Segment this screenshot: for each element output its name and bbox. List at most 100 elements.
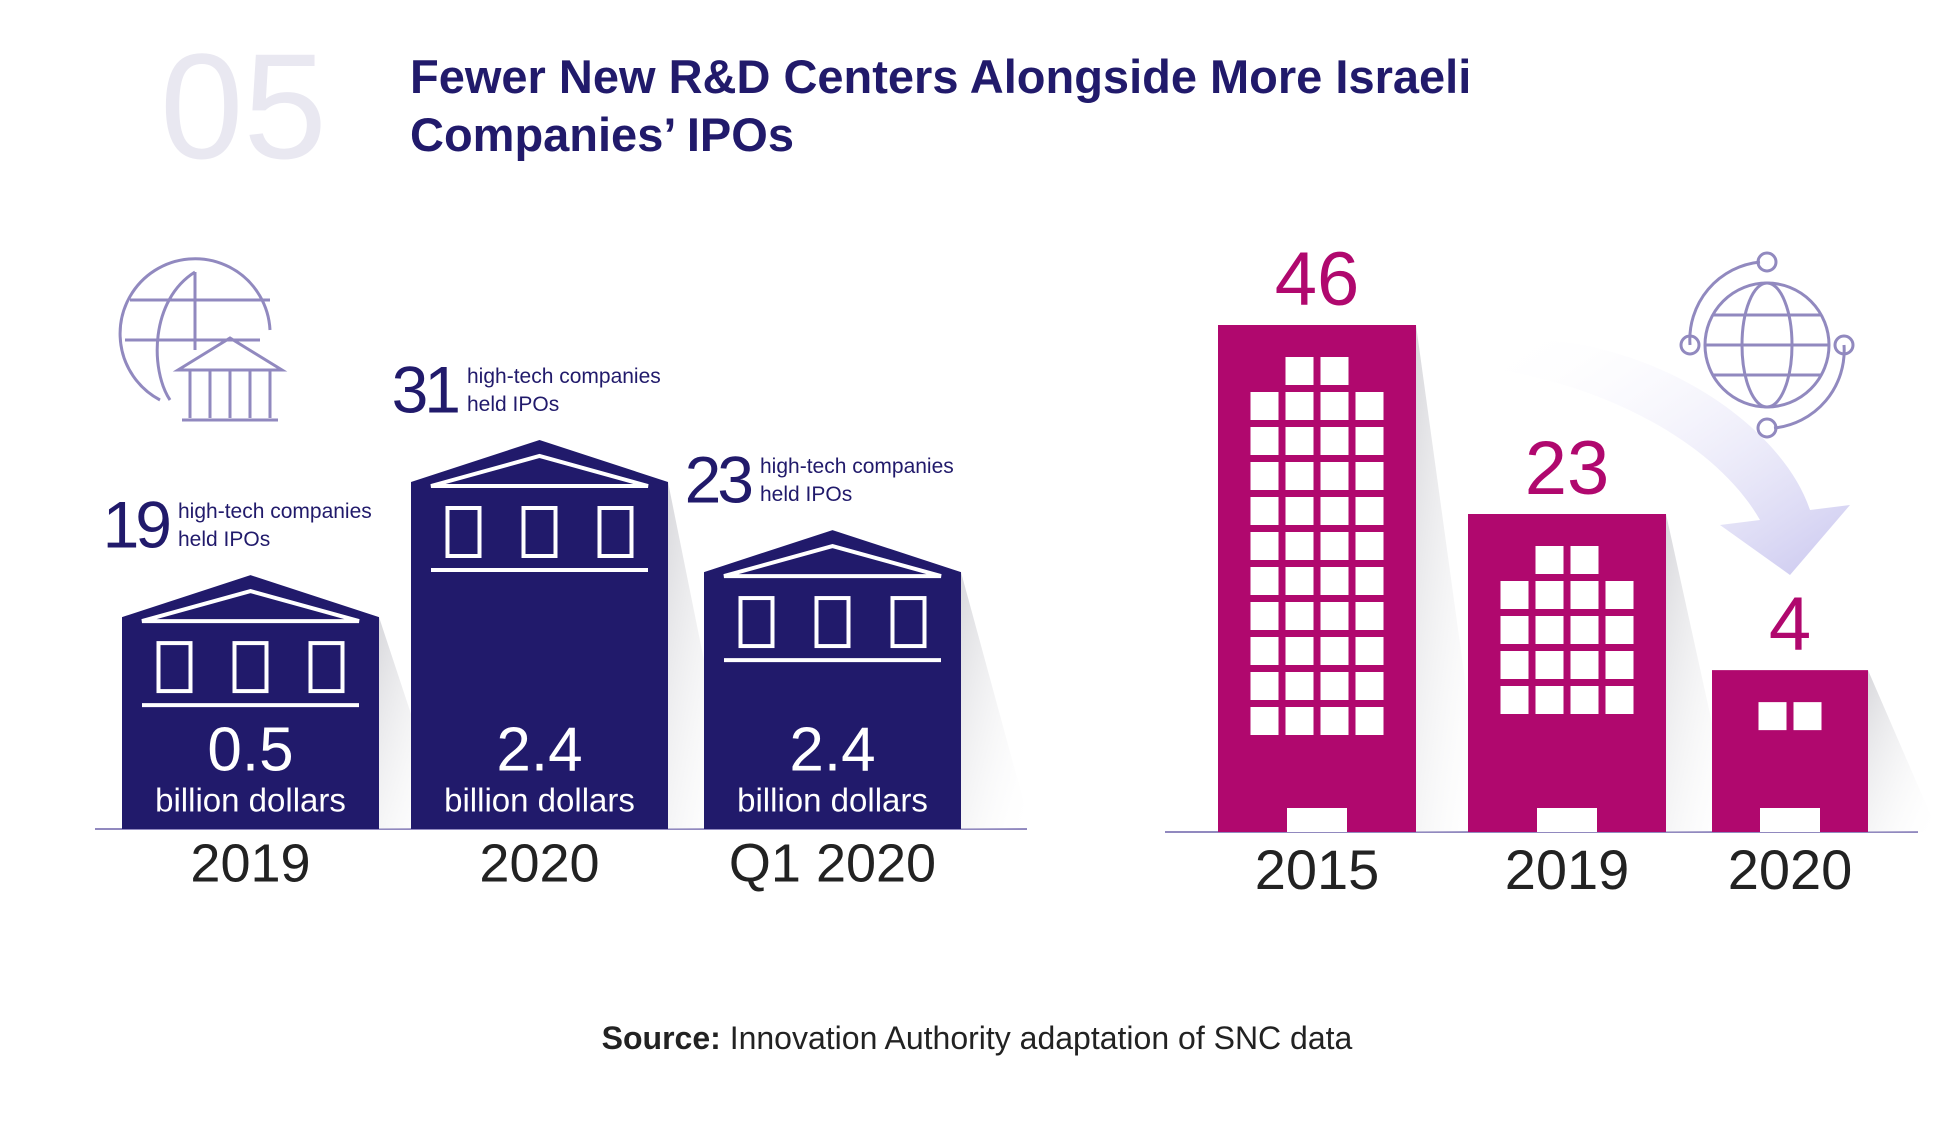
window — [1605, 686, 1634, 714]
window — [1535, 616, 1564, 644]
window — [1285, 427, 1314, 455]
value-label: 19 — [103, 488, 170, 562]
window — [1285, 672, 1314, 700]
window — [1355, 637, 1384, 665]
window — [1285, 707, 1314, 735]
window — [1285, 567, 1314, 595]
window — [1355, 602, 1384, 630]
window — [1500, 616, 1529, 644]
value-label: 23 — [1525, 426, 1610, 511]
amount-unit: billion dollars — [737, 782, 928, 819]
value-note: high-tech companies held IPOs — [760, 455, 954, 506]
window — [1320, 602, 1349, 630]
amount-unit: billion dollars — [444, 782, 635, 819]
window — [1355, 427, 1384, 455]
window — [1320, 672, 1349, 700]
window — [1320, 427, 1349, 455]
window — [1320, 532, 1349, 560]
window — [1250, 637, 1279, 665]
column — [890, 596, 927, 649]
window — [1320, 707, 1349, 735]
category-label: 2019 — [1505, 838, 1630, 901]
window — [1250, 602, 1279, 630]
bank-icon — [118, 257, 288, 422]
bar — [1218, 325, 1416, 832]
window — [1758, 702, 1787, 731]
window — [1285, 637, 1314, 665]
roof-line — [430, 453, 649, 488]
window — [1250, 567, 1279, 595]
column — [521, 506, 558, 558]
window — [1570, 546, 1599, 574]
window — [1355, 392, 1384, 420]
value-label: 4 — [1769, 582, 1811, 667]
title: Fewer New R&D Centers Alongside More Isr… — [410, 50, 1472, 161]
window — [1500, 651, 1529, 679]
bar — [1712, 670, 1868, 832]
window — [1355, 567, 1384, 595]
window — [1320, 497, 1349, 525]
window — [1570, 651, 1599, 679]
column — [445, 506, 482, 558]
window — [1355, 497, 1384, 525]
window — [1250, 392, 1279, 420]
column — [232, 641, 269, 694]
window — [1500, 581, 1529, 609]
window — [1355, 672, 1384, 700]
window — [1285, 532, 1314, 560]
category-label: Q1 2020 — [729, 833, 936, 893]
value-label: 23 — [685, 443, 752, 517]
window — [1355, 462, 1384, 490]
window — [1285, 392, 1314, 420]
column — [738, 596, 775, 649]
category-label: 2019 — [190, 833, 310, 893]
window — [1605, 616, 1634, 644]
category-label: 2020 — [1728, 838, 1853, 901]
bar — [1468, 514, 1666, 832]
window — [1605, 651, 1634, 679]
value-note: high-tech companies held IPOs — [467, 365, 661, 416]
window — [1535, 581, 1564, 609]
bar — [704, 530, 961, 829]
window — [1535, 686, 1564, 714]
window — [1250, 707, 1279, 735]
window — [1535, 651, 1564, 679]
roof-line — [723, 543, 942, 579]
window — [1250, 672, 1279, 700]
amount-unit: billion dollars — [155, 782, 346, 819]
amount: 2.4 — [496, 715, 582, 784]
window — [1250, 427, 1279, 455]
window — [1250, 462, 1279, 490]
window — [1320, 567, 1349, 595]
value-label: 31 — [392, 352, 459, 426]
globe-icon — [1679, 251, 1855, 439]
source-text: Innovation Authority adaptation of SNC d… — [729, 1020, 1353, 1056]
window — [1570, 686, 1599, 714]
value-label: 46 — [1275, 237, 1360, 322]
window — [1320, 637, 1349, 665]
bar — [122, 575, 379, 829]
source: Source: Innovation Authority adaptation … — [0, 1020, 1954, 1057]
door — [1760, 808, 1820, 832]
window — [1285, 462, 1314, 490]
section-number: 05 — [160, 22, 327, 190]
window — [1570, 581, 1599, 609]
shadow — [961, 572, 1031, 829]
window — [1355, 532, 1384, 560]
door — [1537, 808, 1597, 832]
window — [1250, 497, 1279, 525]
window — [1320, 462, 1349, 490]
shadow — [1868, 670, 1938, 832]
door — [1287, 808, 1347, 832]
category-label: 2020 — [479, 833, 599, 893]
column — [597, 506, 634, 558]
arrow — [1500, 339, 1850, 575]
window — [1355, 707, 1384, 735]
source-label: Source: — [601, 1020, 721, 1056]
window — [1605, 581, 1634, 609]
window — [1320, 392, 1349, 420]
window — [1250, 532, 1279, 560]
window — [1320, 357, 1349, 385]
